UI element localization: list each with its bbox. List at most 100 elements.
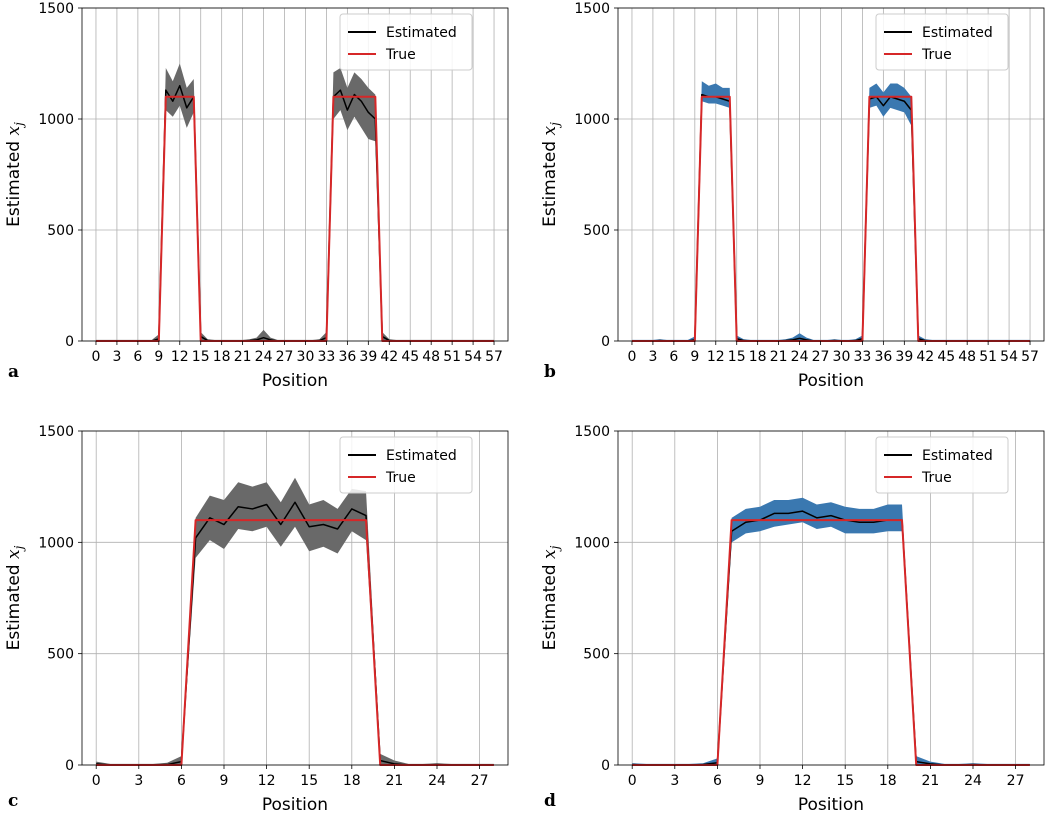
x-tick-label: 51 [979,349,997,365]
legend-label-true: True [385,47,416,63]
x-tick-label: 3 [134,773,143,789]
axes-frame [617,430,1045,766]
x-tick-label: 33 [854,349,872,365]
x-axis-label: Position [798,795,864,813]
uncertainty-band [632,497,1030,765]
y-tick-label: 1000 [38,112,74,128]
chart-panel-d: 0 3 6 9 12 15 18 21 24 27 0 500 1000 1500 Position Esti… [540,424,1045,813]
x-tick-label: 9 [220,773,229,789]
x-tick-label: 12 [794,773,812,789]
panel-letter: b [544,362,556,382]
x-axis-label: Position [262,795,328,813]
x-tick-label: 9 [690,349,699,365]
x-tick-label: 18 [749,349,767,365]
x-tick-label: 42 [916,349,934,365]
x-tick-label: 24 [255,349,273,365]
legend-label-true: True [385,470,416,486]
x-tick-label: 12 [707,349,725,365]
x-tick-label: 57 [1021,349,1039,365]
x-tick-label: 18 [213,349,231,365]
y-tick-label: 500 [47,647,74,663]
x-axis-label: Position [262,371,328,391]
x-tick-label: 12 [171,349,189,365]
series-line-estimated [632,510,1030,766]
series-line-true [632,519,1030,766]
x-tick-label: 39 [895,349,913,365]
chart-panel-c: 0 3 6 9 12 15 18 21 24 27 0 500 1000 1500 Position Esti… [4,424,509,813]
x-tick-label: 27 [471,773,489,789]
x-tick-label: 48 [958,349,976,365]
x-tick-label: 30 [833,349,851,365]
x-tick-label: 15 [836,773,854,789]
x-tick-label: 54 [1000,349,1018,365]
x-tick-label: 27 [812,349,830,365]
x-tick-label: 6 [713,773,722,789]
legend-label-true: True [921,470,952,486]
x-tick-label: 57 [485,349,503,365]
x-tick-label: 3 [112,349,121,365]
y-tick-label: 500 [583,647,610,663]
series-line-true [631,95,1031,342]
y-tick-label: 0 [601,758,610,774]
uncertainty-band [95,63,495,341]
legend-label-true: True [921,47,952,63]
y-tick-label: 0 [65,758,74,774]
y-tick-label: 1000 [38,535,74,551]
x-tick-label: 42 [380,349,398,365]
x-tick-label: 51 [443,349,461,365]
x-tick-label: 30 [297,349,315,365]
series-line-true [96,519,494,766]
y-axis-label: Estimated xj [540,122,562,227]
y-tick-label: 500 [583,223,610,239]
legend-label-estimated: Estimated [386,25,457,41]
y-axis-label: Estimated xj [540,545,562,650]
legend: Estimated True [875,436,1009,494]
x-tick-label: 24 [428,773,446,789]
x-tick-label: 27 [276,349,294,365]
y-tick-label: 0 [65,334,74,350]
series-line-estimated [96,501,494,766]
x-tick-label: 33 [318,349,336,365]
x-tick-label: 18 [879,773,897,789]
x-tick-label: 6 [177,773,186,789]
axes-frame [81,7,509,342]
legend-frame [339,13,473,71]
y-axis-label: Estimated xj [4,545,26,650]
x-tick-label: 36 [338,349,356,365]
x-tick-label: 45 [401,349,419,365]
x-tick-label: 9 [756,773,765,789]
x-tick-label: 21 [770,349,788,365]
legend-label-estimated: Estimated [922,448,993,464]
x-tick-label: 3 [670,773,679,789]
x-tick-label: 15 [192,349,210,365]
legend-frame [339,436,473,494]
x-tick-label: 12 [258,773,276,789]
legend-label-estimated: Estimated [386,448,457,464]
x-tick-label: 24 [791,349,809,365]
x-tick-label: 3 [648,349,657,365]
uncertainty-band [631,81,1031,341]
x-tick-label: 36 [874,349,892,365]
series-line-estimated [631,93,1031,342]
x-tick-label: 9 [154,349,163,365]
y-tick-label: 1500 [38,1,74,17]
x-tick-label: 24 [964,773,982,789]
x-tick-label: 15 [300,773,318,789]
series-line-estimated [95,84,495,342]
x-tick-label: 6 [133,349,142,365]
x-tick-label: 0 [628,349,637,365]
x-tick-label: 0 [92,773,101,789]
x-tick-label: 6 [669,349,678,365]
axes-frame [617,7,1045,342]
y-tick-label: 1000 [574,535,610,551]
legend: Estimated True [339,13,473,71]
x-tick-label: 21 [921,773,939,789]
legend: Estimated True [875,13,1009,71]
x-tick-label: 18 [343,773,361,789]
y-tick-label: 1000 [574,112,610,128]
chart-panel-a: 0 3 6 9 12 15 18 21 24 27 30 33 36 39 42 45 48 51 54 570500… [4,1,509,391]
legend-frame [875,436,1009,494]
y-tick-label: 1500 [574,1,610,17]
panel-letter: a [8,362,19,382]
